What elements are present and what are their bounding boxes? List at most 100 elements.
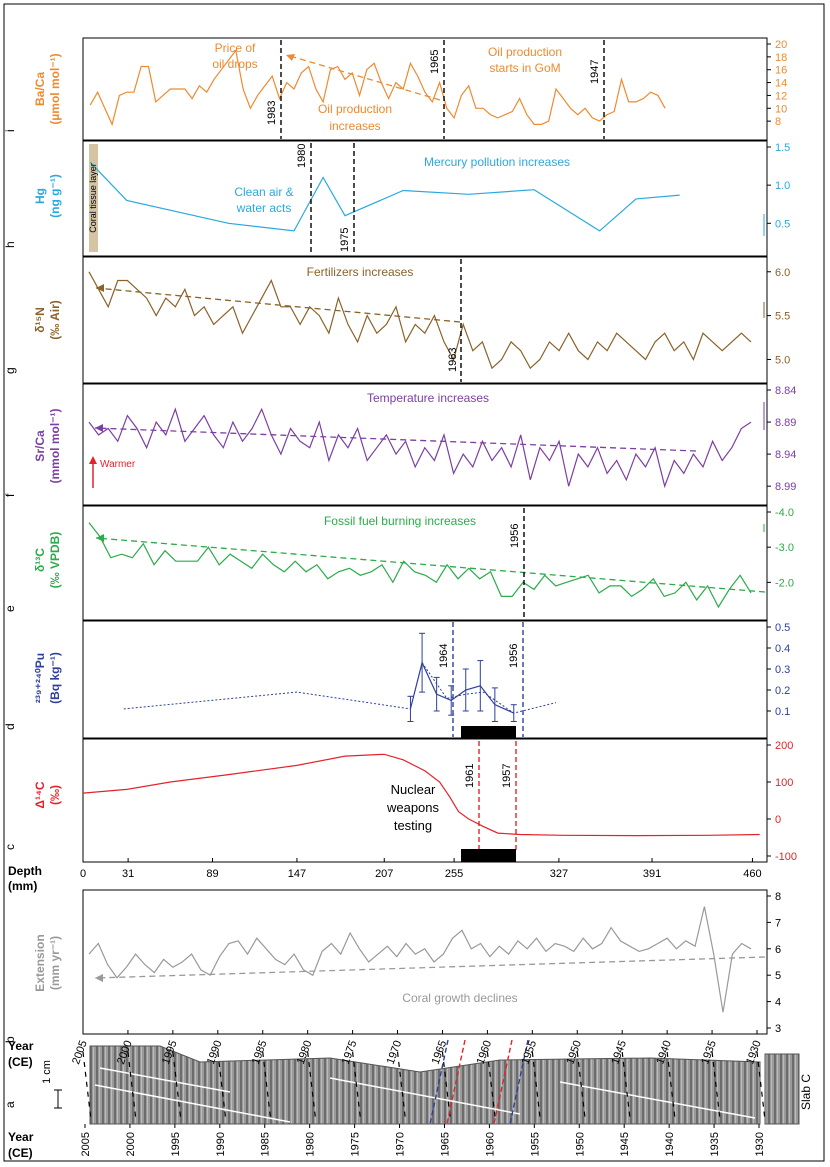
year-band-marker [352, 1051, 362, 1121]
y-tick-label: 200 [775, 740, 793, 752]
y-tick-label: 0 [775, 814, 781, 826]
year-label-1975: 1975 [339, 228, 351, 252]
pu-ylabel-2: (Bq kg⁻¹) [48, 652, 62, 704]
y-tick-label: -3.0 [775, 542, 794, 554]
y-tick-label: 5.0 [775, 354, 790, 366]
d14c-series [82, 753, 760, 837]
year-band-marker [576, 1051, 586, 1121]
year-tick-label: 1930 [744, 1039, 764, 1066]
d15n-trend [95, 287, 461, 323]
panel-frame-h [82, 140, 768, 257]
sr-ylabel-2: (mmol mol⁻¹) [48, 409, 62, 484]
year-label-1983: 1983 [266, 101, 278, 125]
year-tick-label-bottom: 1995 [170, 1132, 182, 1156]
panel-letter: d [3, 723, 17, 730]
year-label-1964: 1964 [438, 644, 450, 668]
depth-tick-label: 89 [206, 868, 218, 880]
pu-dotted-right [421, 662, 557, 714]
y-tick-label: 8.99 [775, 481, 796, 493]
sample-line [429, 1039, 449, 1125]
y-tick-label: 0.4 [775, 643, 790, 655]
y-tick-label: 0.1 [775, 706, 790, 718]
year-tick-label-bottom: 1960 [484, 1132, 496, 1156]
annot-mercury: Mercury pollution increases [424, 155, 570, 169]
annot-tissue: Coral tissue layer [88, 163, 98, 233]
annot-nuclear-2: weapons [386, 800, 440, 815]
depth-axis-label-2: (mm) [8, 879, 37, 893]
y-tick-label: 0.2 [775, 685, 790, 697]
year-label-1980: 1980 [296, 144, 308, 168]
panel-letter: a [3, 1101, 17, 1108]
extension-trend [94, 956, 766, 979]
annot-temperature: Temperature increases [367, 391, 489, 405]
annot-oilgom-1: Oil production [488, 45, 562, 59]
growth-axis [329, 1077, 521, 1115]
arrow-head [96, 284, 104, 292]
coral-tissue-band [89, 144, 98, 252]
ba-ylabel-2: (µmol mol⁻¹) [48, 53, 62, 124]
y-tick-label: 5.5 [775, 311, 790, 323]
year-tick-label-bottom: 1955 [529, 1132, 541, 1156]
year-tick-label-bottom: 1965 [439, 1132, 451, 1156]
panel-letter: b [3, 1036, 17, 1043]
year-band-marker [621, 1051, 631, 1121]
year-tick-label-bottom: 1975 [350, 1132, 362, 1156]
year-band-marker [217, 1051, 227, 1121]
year-band-marker [756, 1051, 766, 1121]
extension-series [88, 906, 752, 1013]
arrow-head [95, 424, 103, 432]
y-tick-label: 1.0 [775, 180, 790, 192]
sample-line [446, 1039, 466, 1125]
y-tick-label: 14 [775, 78, 787, 90]
n-ylabel-2: (‰ Air) [48, 300, 62, 340]
annot-oilprod-1: Oil production [318, 102, 392, 116]
year-tick-label-bottom: 1935 [709, 1132, 721, 1156]
hg-series [89, 161, 680, 232]
year-label-1963: 1963 [447, 348, 459, 372]
y-tick-label: 8.84 [775, 385, 796, 397]
depth-tick-label: 327 [550, 868, 568, 880]
d14c-ylabel-2: (‰) [48, 785, 62, 805]
c-ylabel-1: δ¹³C [33, 548, 47, 572]
y-tick-label: 8 [775, 891, 781, 903]
y-tick-label: 8.89 [775, 417, 796, 429]
panel-frame-i [82, 37, 768, 141]
panel-frame-d [82, 620, 768, 739]
y-tick-label: 3 [775, 1023, 781, 1035]
pu-dotted-left [123, 691, 411, 710]
year-band-marker [396, 1051, 407, 1121]
ext-ylabel-2: (mm yr⁻¹) [48, 936, 62, 990]
arrow-head [95, 974, 103, 982]
depth-tick-label: 391 [643, 868, 661, 880]
y-tick-label: -2.0 [775, 577, 794, 589]
panel-letter: i [3, 129, 17, 132]
y-tick-label: 0.3 [775, 664, 790, 676]
growth-axis [99, 1067, 231, 1093]
annot-coral-growth: Coral growth declines [402, 991, 517, 1005]
year-label-1965: 1965 [429, 50, 441, 74]
panel-frame-f [82, 383, 768, 506]
slab-label: Slab C [799, 1074, 813, 1110]
y-tick-label: -4.0 [775, 507, 794, 519]
year-axis-label-1: Year [8, 1039, 34, 1053]
year-axis-label-bottom-2: (CE) [8, 1146, 33, 1160]
year-label-1947: 1947 [589, 60, 601, 84]
hg-ylabel-1: Hg [33, 188, 47, 204]
growth-axis [559, 1081, 756, 1119]
n-ylabel-1: δ¹⁵N [33, 307, 47, 333]
y-tick-label: 6.0 [775, 267, 790, 279]
y-tick-label: 6 [775, 944, 781, 956]
arrow-head [96, 534, 104, 542]
testing-bar-d [461, 726, 516, 739]
year-axis-label-bottom-1: Year [8, 1130, 34, 1144]
year-band-marker [82, 1051, 92, 1121]
year-tick-label-bottom: 2000 [125, 1132, 137, 1156]
outer-border [3, 3, 825, 1162]
year-band-marker [262, 1051, 272, 1121]
year-band-marker [666, 1051, 676, 1121]
ext-ylabel-1: Extension [33, 934, 47, 991]
c-ylabel-2: (‰ VPDB) [48, 532, 62, 589]
annot-oilprod-2: increases [329, 119, 380, 133]
testing-bar-c [461, 849, 516, 862]
y-tick-label: 12 [775, 90, 787, 102]
